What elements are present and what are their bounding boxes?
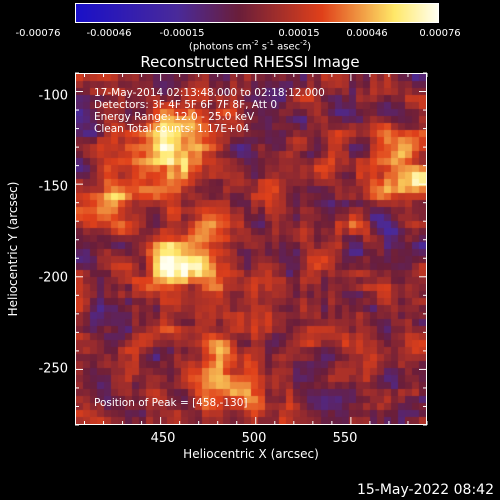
annotation-energy-range: Energy Range: 12.0 - 25.0 keV <box>94 111 255 123</box>
colorbar-tick: 0.00015 <box>278 28 320 39</box>
x-axis-label: Heliocentric X (arcsec) <box>183 447 319 461</box>
y-axis-label: Heliocentric Y (arcsec) <box>6 181 20 317</box>
annotation-method: Clean Total counts: 1.17E+04 <box>94 123 250 135</box>
x-tick-label: 550 <box>332 431 358 446</box>
x-tick-label: 500 <box>241 431 267 446</box>
y-tick-label: -100 <box>38 88 68 104</box>
annotation-time-range: 17-May-2014 02:13:48.000 to 02:18:12.000 <box>94 87 325 99</box>
x-tick-label: 450 <box>150 431 176 446</box>
plot-timestamp: 15-May-2022 08:42 <box>356 482 494 498</box>
y-tick-label: -150 <box>38 179 68 195</box>
colorbar-tick: -0.00046 <box>86 28 132 39</box>
colorbar-gradient <box>75 3 439 23</box>
colorbar-tick: 0.00046 <box>346 28 388 39</box>
colorbar-tick: -0.00015 <box>159 28 205 39</box>
chart-title: Reconstructed RHESSI Image <box>140 53 360 71</box>
colorbar-tick: -0.00076 <box>15 28 61 39</box>
colorbar <box>75 3 439 23</box>
annotation-detectors: Detectors: 3F 4F 5F 6F 7F 8F, Att 0 <box>94 99 278 111</box>
y-tick-label: -250 <box>38 361 68 377</box>
colorbar-tick: 0.00076 <box>419 28 461 39</box>
heatmap-image <box>76 74 426 424</box>
y-tick-label: -200 <box>38 270 68 286</box>
colorbar-unit-label: (photons cm-2 s-1 asec-2) <box>188 39 312 53</box>
plot-area: 17-May-2014 02:13:48.000 to 02:18:12.000… <box>75 73 427 425</box>
annotation-peak-position: Position of Peak = [458,-130] <box>94 397 248 409</box>
